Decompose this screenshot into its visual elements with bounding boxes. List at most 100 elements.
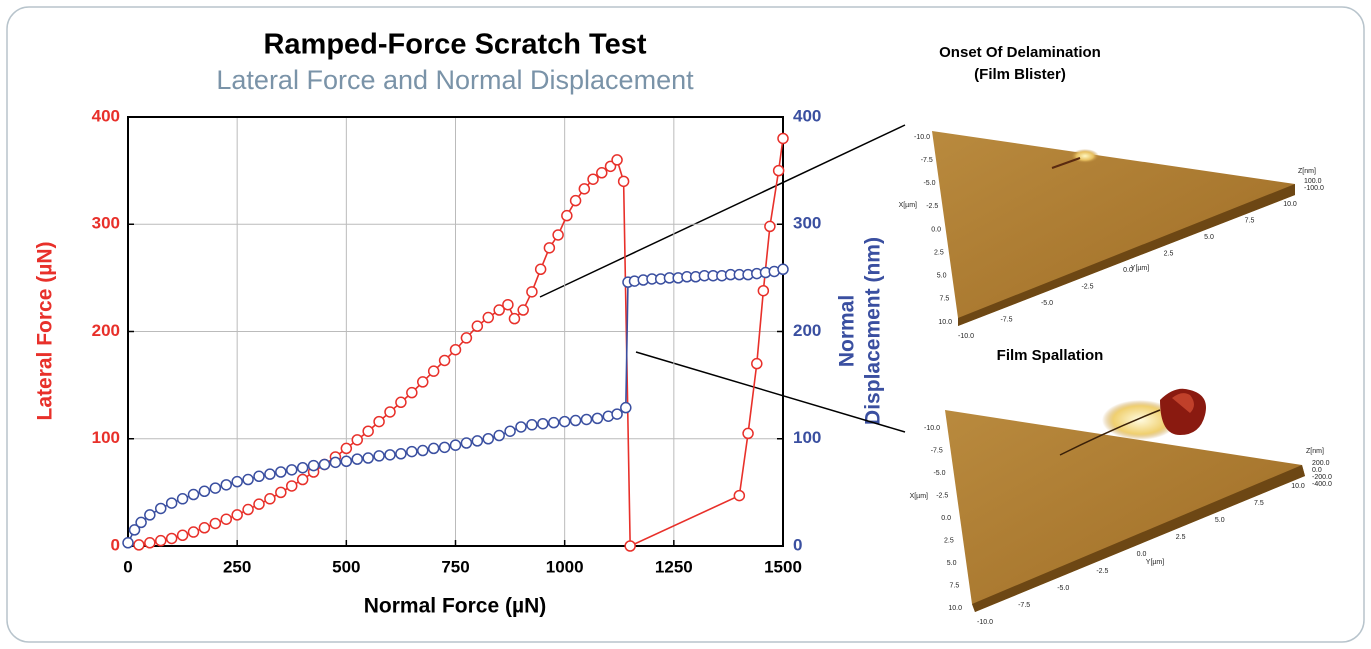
data-point [571,196,581,206]
data-point [189,490,199,500]
data-point [232,510,242,520]
data-point [254,499,264,509]
data-point [341,456,351,466]
data-point [385,407,395,417]
data-point [167,533,177,543]
data-point [582,414,592,424]
x-tick-label: -2.5 [936,492,948,499]
y-axis-label: Lateral Force (µN) [34,242,57,421]
x-tick-label: 7.5 [940,296,950,303]
data-point [123,538,133,548]
data-point [243,475,253,485]
data-point [752,359,762,369]
data-point [588,174,598,184]
data-point [472,436,482,446]
data-point [374,417,384,427]
data-point [232,477,242,487]
x-tick-label: 2.5 [934,249,944,256]
chart-subtitle: Lateral Force and Normal Displacement [216,65,694,95]
x-axis-label: X[µm] [899,202,917,209]
image-title: Onset Of Delamination [939,44,1101,61]
y-axis-label: Y[µm] [1146,559,1164,566]
data-point [418,377,428,387]
surface-plot [945,410,1305,612]
data-point [396,449,406,459]
data-point [199,523,209,533]
data-point [221,480,231,490]
x-tick-label: 10.0 [948,605,962,612]
data-point [363,426,373,436]
y-tick-label: 7.5 [1254,500,1264,507]
data-point [774,166,784,176]
z-axis-label: Z[nm] [1298,168,1316,175]
data-point [451,345,461,355]
y-tick-label: 100 [92,428,120,447]
data-point [472,321,482,331]
data-point [145,510,155,520]
data-point [612,409,622,419]
z-tick-label: 200.0 [1312,460,1330,467]
data-point [758,286,768,296]
data-point [536,264,546,274]
x-tick-label: -7.5 [921,157,933,164]
data-point [778,264,788,274]
data-point [597,168,607,178]
data-point [178,494,188,504]
data-point [210,518,220,528]
x-tick-label: 2.5 [944,537,954,544]
data-point [396,397,406,407]
y2-tick-label: 400 [793,106,821,125]
z-tick-label: 100.0 [1304,178,1322,185]
data-point [571,416,581,426]
data-point [494,431,504,441]
data-point [210,483,220,493]
chart-title: Ramped-Force Scratch Test [263,29,646,61]
y2-axis-label: Displacement (nm) [862,237,885,425]
x-tick-label: 5.0 [947,560,957,567]
data-point [619,176,629,186]
x-tick-label: -10.0 [924,425,940,432]
surface-plot [932,131,1295,326]
data-point [765,221,775,231]
y-tick-label: -10.0 [958,333,974,340]
z-tick-label: -200.0 [1312,474,1332,481]
y-axis-label: Y[µm] [1131,265,1149,272]
data-point [734,491,744,501]
data-point [134,540,144,550]
data-point [483,434,493,444]
data-point [518,305,528,315]
data-point [320,459,330,469]
data-point [461,438,471,448]
data-point [483,313,493,323]
x-tick-label: 0.0 [931,226,941,233]
y-tick-label: -2.5 [1096,568,1108,575]
data-point [560,417,570,427]
data-point [221,514,231,524]
x-tick-label: 750 [441,557,469,576]
data-point [503,300,513,310]
data-point [287,465,297,475]
y-tick-label: 0.0 [1137,551,1147,558]
data-point [199,486,209,496]
y-tick-label: 400 [92,106,120,125]
data-point [407,388,417,398]
data-point [418,446,428,456]
x-axis-label: Normal Force (µN) [364,595,546,618]
data-point [612,155,622,165]
data-point [440,442,450,452]
x-tick-label: -5.0 [933,470,945,477]
x-tick-label: 10.0 [938,319,952,326]
data-point [254,471,264,481]
z-tick-label: -400.0 [1312,481,1332,488]
data-point [330,457,340,467]
data-point [538,419,548,429]
x-axis-label: X[µm] [910,493,928,500]
data-point [178,530,188,540]
data-point [505,426,515,436]
data-point [363,453,373,463]
data-point [276,487,286,497]
data-point [189,527,199,537]
data-point [385,450,395,460]
image-title: Film Spallation [997,347,1104,364]
y-tick-label: 300 [92,214,120,233]
